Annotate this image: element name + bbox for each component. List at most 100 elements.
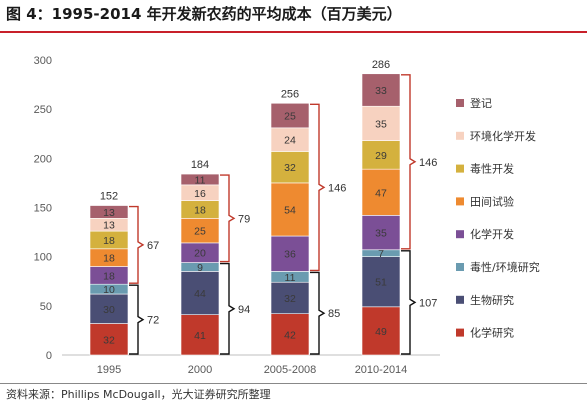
development-bracket-label: 67 [147, 240, 159, 252]
stacked-bar-chart: 0 50 100 150 200 250 300 1995 2000 2005-2008 2010-… [34, 55, 540, 376]
legend-swatch [456, 263, 464, 271]
source-note: 资料来源：Phillips McDougall，光大证券研究所整理 [6, 388, 271, 401]
legend-swatch [456, 131, 464, 140]
research-bracket [129, 284, 145, 355]
legend-swatch [456, 164, 464, 173]
x-tick-label: 2010-2014 [355, 364, 408, 376]
segment-data-label: 32 [284, 162, 296, 174]
legend-swatch [456, 295, 464, 304]
development-bracket-label: 146 [328, 182, 346, 194]
x-tick-label: 2000 [188, 364, 212, 376]
segment-data-label: 20 [194, 248, 206, 260]
legend-label: 田间试验 [470, 194, 514, 208]
research-bracket-label: 85 [328, 308, 340, 320]
segment-data-label: 30 [103, 304, 115, 316]
development-bracket-label: 79 [238, 213, 250, 225]
development-bracket [129, 205, 145, 284]
legend-label: 毒性开发 [470, 162, 514, 176]
y-tick-label: 300 [34, 55, 52, 67]
segment-data-label: 25 [284, 111, 296, 123]
research-bracket [310, 271, 326, 355]
segment-data-label: 54 [284, 204, 296, 216]
y-tick-label: 0 [46, 350, 52, 362]
segment-data-label: 35 [375, 118, 387, 130]
bar-segment [361, 73, 401, 107]
y-tick-label: 50 [40, 301, 52, 313]
bar-segment [270, 235, 310, 272]
segment-data-label: 35 [375, 228, 387, 240]
segment-data-label: 11 [195, 174, 206, 186]
segment-data-label: 13 [103, 207, 115, 219]
bar-segment [89, 323, 129, 356]
segment-data-label: 18 [103, 253, 115, 265]
legend-label: 毒性/环境研究 [470, 260, 540, 274]
segment-data-label: 18 [103, 270, 115, 282]
bar-segment [270, 151, 310, 184]
bar-segment [361, 306, 401, 356]
bar-segment [361, 215, 401, 251]
bar-segment [270, 102, 310, 129]
segment-data-label: 42 [284, 329, 296, 341]
y-tick-label: 200 [34, 153, 52, 165]
bar-segment [89, 205, 129, 219]
legend-label: 化学开发 [470, 227, 514, 241]
segment-data-label: 49 [375, 326, 387, 338]
bar-total-label: 256 [281, 88, 299, 100]
segment-data-label: 9 [197, 262, 203, 274]
bar-segment [361, 256, 401, 308]
segment-data-label: 41 [194, 330, 206, 342]
segment-data-label: 51 [375, 277, 387, 289]
development-bracket [220, 174, 236, 263]
x-tick-label: 2005-2008 [264, 364, 317, 376]
y-tick-label: 250 [34, 104, 52, 116]
legend-swatch [456, 197, 464, 206]
segment-data-label: 25 [194, 226, 206, 238]
bar-total-label: 286 [372, 59, 390, 71]
legend-label: 环境化学开发 [470, 129, 536, 143]
segment-data-label: 16 [194, 188, 206, 200]
bar-segment [180, 218, 220, 244]
segment-data-label: 32 [103, 334, 115, 346]
development-bracket-label: 146 [419, 157, 437, 169]
bar-segment [270, 281, 310, 315]
legend-label: 生物研究 [470, 293, 514, 307]
research-bracket-label: 94 [238, 304, 250, 316]
segment-data-label: 36 [284, 249, 296, 261]
bar-total-label: 152 [100, 191, 118, 203]
segment-data-label: 11 [285, 272, 296, 284]
bar-segment [180, 314, 220, 356]
research-bracket-label: 107 [419, 297, 437, 309]
chart-title: 图 4：1995-2014 年开发新农药的平均成本（百万美元） [6, 5, 402, 23]
bar-segment [180, 173, 220, 186]
legend-swatch [456, 328, 464, 337]
y-tick-label: 150 [34, 203, 52, 215]
segment-data-label: 47 [375, 187, 387, 199]
legend-swatch [456, 99, 464, 107]
research-bracket [220, 262, 236, 355]
legend-label: 化学研究 [470, 326, 514, 340]
bar-segment [270, 182, 310, 237]
legend-swatch [456, 230, 464, 239]
legend-label: 登记 [470, 96, 492, 110]
development-bracket [310, 103, 326, 272]
segment-data-label: 32 [284, 293, 296, 305]
x-tick-label: 1995 [97, 364, 121, 376]
bar-segment [361, 105, 401, 141]
segment-data-label: 13 [103, 220, 115, 232]
research-bracket [401, 250, 417, 355]
segment-data-label: 33 [375, 85, 387, 97]
y-tick-label: 100 [34, 252, 52, 264]
bar-segment [361, 140, 401, 170]
bar-total-label: 184 [191, 159, 209, 171]
segment-data-label: 29 [375, 150, 387, 162]
segment-data-label: 10 [103, 284, 115, 296]
development-bracket [401, 74, 417, 250]
segment-data-label: 18 [103, 235, 115, 247]
segment-data-label: 24 [284, 135, 296, 147]
segment-data-label: 7 [378, 248, 384, 260]
bar-segment [270, 313, 310, 356]
segment-data-label: 18 [194, 204, 206, 216]
research-bracket-label: 72 [147, 315, 159, 327]
source-rule [0, 383, 587, 384]
title-rule [0, 31, 587, 33]
